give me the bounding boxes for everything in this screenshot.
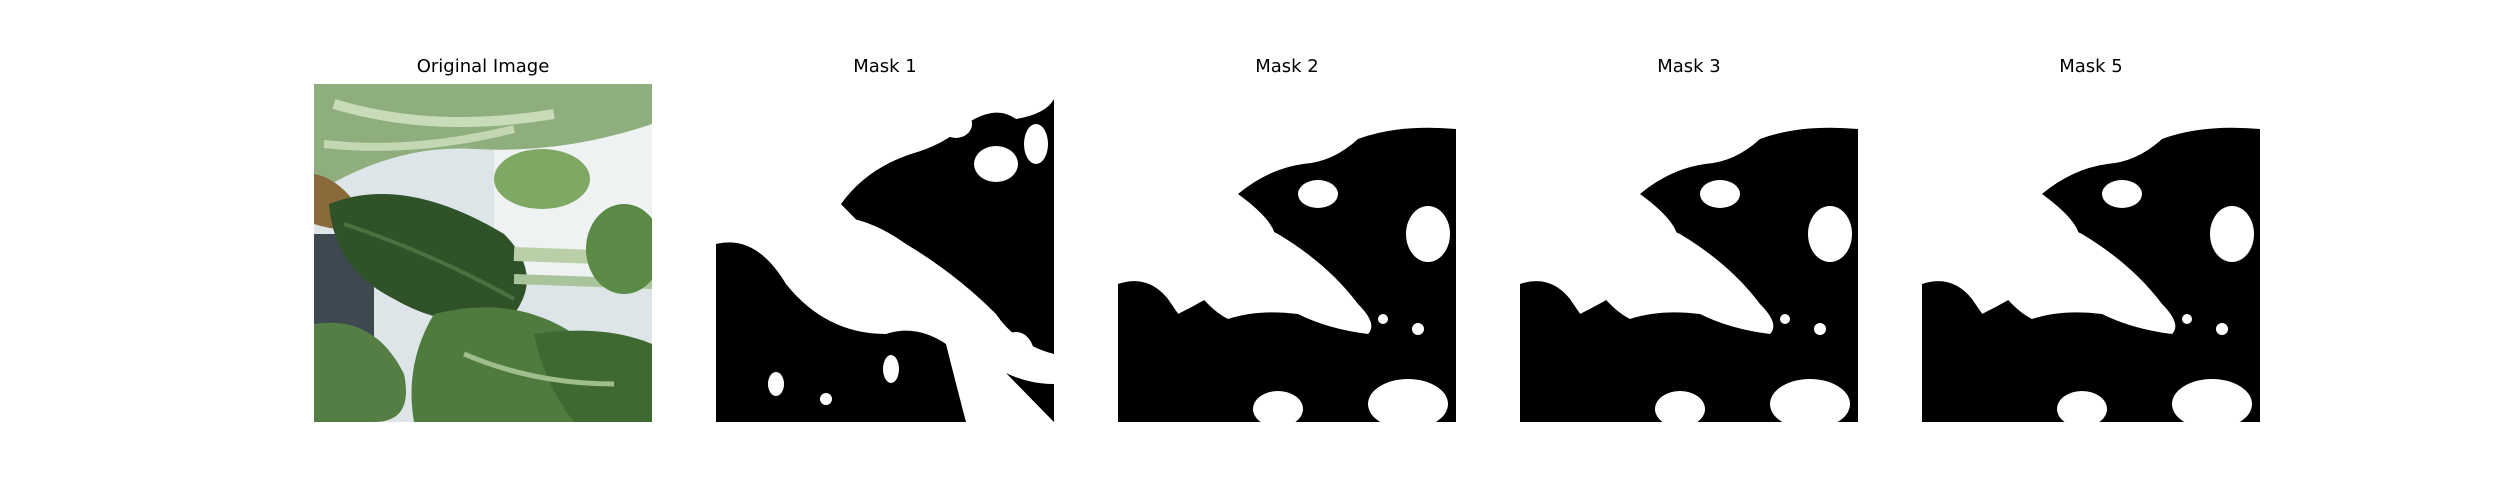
panel-title: Original Image	[416, 56, 550, 77]
mask-3-image	[1520, 84, 1858, 422]
mask-1	[716, 84, 1054, 422]
original-image-panel: Original Image	[314, 50, 652, 422]
mask-1-image	[716, 84, 1054, 422]
panel-title: Mask 2	[1255, 56, 1319, 77]
mask-5	[1922, 84, 2260, 422]
panel-title: Mask 1	[853, 56, 917, 77]
mask-3-panel: Mask 3	[1520, 50, 1858, 422]
plant-photo	[314, 84, 652, 422]
panel-title: Mask 3	[1657, 56, 1721, 77]
mask-5-panel: Mask 5	[1922, 50, 2260, 422]
mask-2	[1118, 84, 1456, 422]
panel-title: Mask 5	[2059, 56, 2123, 77]
original-image	[314, 84, 652, 422]
mask-2-image	[1118, 84, 1456, 422]
mask-2-panel: Mask 2	[1118, 50, 1456, 422]
mask-3	[1520, 84, 1858, 422]
mask-1-panel: Mask 1	[716, 50, 1054, 422]
mask-5-image	[1922, 84, 2260, 422]
